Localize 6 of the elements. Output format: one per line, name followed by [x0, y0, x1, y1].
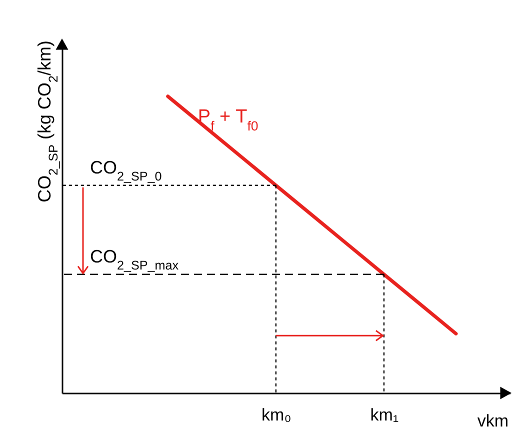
ref-line-label: CO$_{2_SP_max}$ [90, 246, 180, 272]
x-axis-title: vkm [477, 412, 508, 430]
x-tick-label: km₀ [262, 406, 292, 424]
x-tick-label: km₁ [370, 406, 399, 424]
series-label: P$_{f}$ + T$_{f0}$ [198, 106, 258, 133]
ref-line-label: CO$_{2_SP_0}$ [90, 157, 162, 184]
